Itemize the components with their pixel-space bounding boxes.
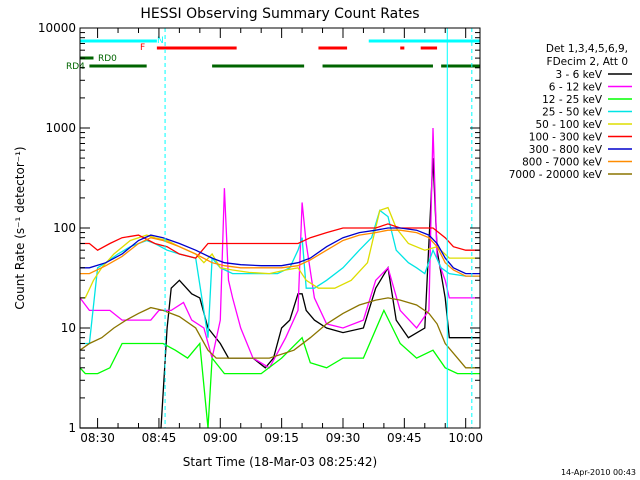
- legend-label-4: 50 - 100 keV: [535, 119, 602, 131]
- legend-label-7: 800 - 7000 keV: [522, 157, 603, 169]
- x-tick-label-6: 10:00: [448, 431, 483, 445]
- series-line-7: [80, 229, 480, 277]
- chart-title: HESSI Observing Summary Count Rates: [140, 6, 419, 22]
- y-tick-label-1: 10: [61, 321, 76, 335]
- legend-header-1: FDecim 2, Att 0: [547, 56, 628, 68]
- flag-labels: N F RD0 RD4: [66, 36, 164, 72]
- x-tick-label-0: 08:30: [80, 431, 115, 445]
- series-line-8: [79, 297, 480, 369]
- series-line-6: [80, 227, 480, 275]
- x-tick-label-4: 09:30: [326, 431, 361, 445]
- legend: Det 1,3,4,5,6,9,FDecim 2, Att 03 - 6 keV…: [509, 43, 632, 181]
- y-tick-label-3: 1000: [45, 121, 76, 135]
- x-tick-label-1: 08:45: [142, 431, 177, 445]
- series-lines: [79, 127, 480, 429]
- legend-label-8: 7000 - 20000 keV: [509, 169, 603, 181]
- legend-label-5: 100 - 300 keV: [529, 132, 603, 144]
- x-axis: 08:30 08:45 09:00 09:15 09:30 09:45 10:00: [80, 28, 483, 445]
- x-axis-label: Start Time (18-Mar-03 08:25:42): [183, 455, 377, 469]
- series-line-5: [80, 223, 480, 259]
- x-tick-label-5: 09:45: [387, 431, 422, 445]
- series-line-3: [80, 209, 480, 345]
- legend-label-6: 300 - 800 keV: [529, 144, 603, 156]
- flag-label-rd4: RD4: [66, 62, 85, 72]
- legend-label-3: 25 - 50 keV: [542, 107, 603, 119]
- flag-label-f: F: [140, 43, 145, 53]
- flag-label-n: N: [157, 36, 164, 46]
- flag-label-rd0: RD0: [98, 54, 117, 64]
- y-tick-label-2: 100: [53, 221, 76, 235]
- x-tick-label-2: 09:00: [203, 431, 238, 445]
- y-axis-label: Count Rate (s⁻¹ detector⁻¹): [13, 146, 27, 309]
- timestamp: 14-Apr-2010 00:43: [561, 468, 636, 477]
- series-line-0: [80, 158, 480, 429]
- x-tick-label-3: 09:15: [264, 431, 299, 445]
- y-axis: 1 10 100 1000 10000: [38, 21, 480, 435]
- legend-label-2: 12 - 25 keV: [542, 94, 603, 106]
- y-tick-label-4: 10000: [38, 21, 76, 35]
- legend-label-1: 6 - 12 keV: [549, 82, 603, 94]
- series-line-2: [79, 308, 480, 429]
- legend-label-0: 3 - 6 keV: [555, 69, 602, 81]
- y-tick-label-0: 1: [68, 421, 76, 435]
- series-line-4: [80, 206, 480, 299]
- legend-header-0: Det 1,3,4,5,6,9,: [546, 43, 628, 55]
